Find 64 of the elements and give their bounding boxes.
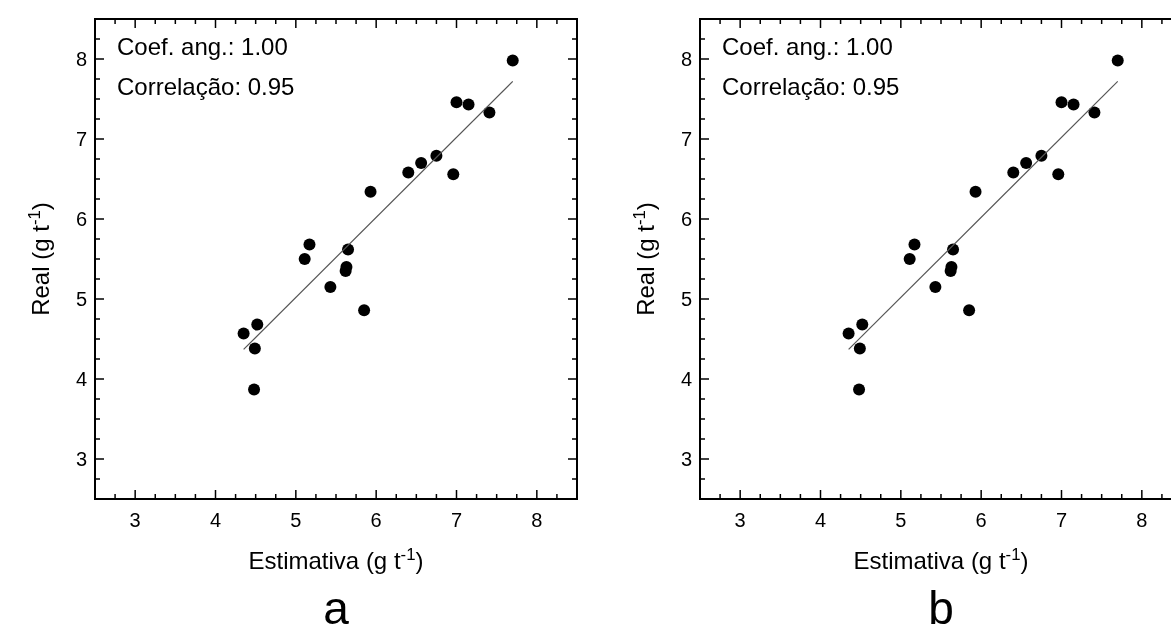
annotation: Correlação: 0.95 — [722, 73, 900, 100]
y-tick-label: 5 — [680, 288, 692, 310]
text: b — [928, 582, 954, 632]
x-tick-label: 6 — [370, 509, 382, 531]
point — [1020, 157, 1033, 169]
point — [450, 96, 463, 109]
point — [483, 106, 496, 119]
point — [303, 238, 316, 251]
x-tick-label: 5 — [290, 509, 302, 531]
point — [1055, 96, 1068, 109]
point — [415, 157, 428, 169]
point — [1111, 54, 1124, 67]
point — [248, 383, 261, 396]
point — [358, 304, 371, 317]
x-tick-label: 3 — [129, 509, 141, 531]
x-tick-label: 4 — [814, 509, 827, 531]
point — [251, 318, 264, 331]
y-tick-label: 6 — [75, 208, 87, 230]
point — [969, 185, 982, 198]
point — [929, 281, 942, 293]
y-tick-label: 4 — [680, 368, 692, 390]
point — [324, 281, 337, 293]
point — [248, 342, 261, 355]
point — [1088, 106, 1101, 119]
x-tick-label: 8 — [531, 509, 543, 531]
point — [298, 253, 311, 265]
point — [1067, 98, 1080, 111]
point — [1007, 166, 1020, 179]
y-tick-label: 8 — [680, 48, 692, 70]
point — [856, 318, 869, 331]
y-tick-label: 6 — [680, 208, 692, 230]
annotation: Coef. ang.: 1.00 — [117, 33, 288, 60]
point — [506, 54, 519, 67]
x-tick-label: 6 — [975, 509, 987, 531]
point — [853, 342, 866, 355]
point — [853, 383, 866, 396]
x-tick-label: 4 — [209, 509, 222, 531]
text: a — [323, 582, 350, 632]
x-tick-label: 3 — [734, 509, 746, 531]
y-tick-label: 3 — [680, 448, 692, 470]
y-tick-label: 8 — [75, 48, 87, 70]
point — [963, 304, 976, 317]
x-tick-label: 5 — [895, 509, 907, 531]
point — [903, 253, 916, 265]
y-tick-label: 5 — [75, 288, 87, 310]
annotation: Coef. ang.: 1.00 — [722, 33, 893, 60]
annotation: Correlação: 0.95 — [117, 73, 295, 100]
point — [237, 327, 250, 340]
y-tick-label: 4 — [75, 368, 87, 390]
y-tick-label: 3 — [75, 448, 87, 470]
point — [364, 185, 377, 198]
x-tick-label: 8 — [1136, 509, 1148, 531]
point — [908, 238, 921, 251]
y-tick-label: 7 — [75, 128, 87, 150]
x-axis-title: Estimativa (g t$^{-1}$) — [248, 544, 424, 574]
y-tick-label: 7 — [680, 128, 692, 150]
point — [462, 98, 475, 111]
x-axis-title: Estimativa (g t$^{-1}$) — [853, 544, 1029, 574]
point — [842, 327, 855, 340]
x-tick-label: 7 — [1055, 509, 1068, 531]
point — [447, 168, 460, 181]
point — [402, 166, 415, 179]
x-tick-label: 7 — [450, 509, 463, 531]
point — [1052, 168, 1065, 181]
